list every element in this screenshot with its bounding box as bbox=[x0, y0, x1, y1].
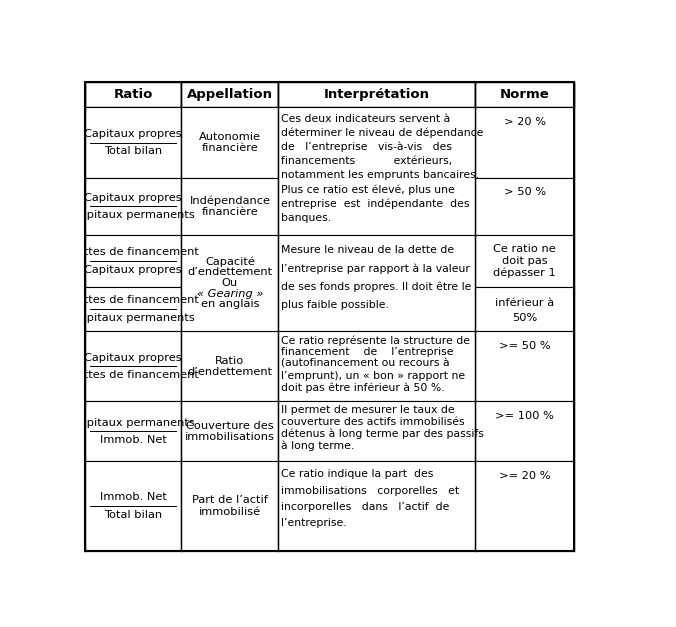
Bar bbox=[181, 235, 279, 331]
Text: Immob. Net: Immob. Net bbox=[99, 492, 166, 502]
Bar bbox=[181, 401, 279, 461]
Bar bbox=[181, 107, 279, 177]
Text: Dettes de financement: Dettes de financement bbox=[68, 295, 198, 305]
Text: financement    de    l’entreprise: financement de l’entreprise bbox=[281, 347, 454, 357]
Text: Dettes de financement: Dettes de financement bbox=[68, 247, 198, 257]
Text: Interprétation: Interprétation bbox=[324, 88, 429, 102]
Bar bbox=[181, 177, 279, 235]
Text: Part de l’actif
immobilisé: Part de l’actif immobilisé bbox=[192, 495, 268, 517]
Bar bbox=[84, 235, 181, 287]
Text: Capitaux permanents: Capitaux permanents bbox=[72, 210, 194, 220]
Text: l’emprunt), un « bon » rapport ne: l’emprunt), un « bon » rapport ne bbox=[281, 371, 466, 381]
Text: >= 100 %: >= 100 % bbox=[495, 411, 554, 421]
Text: > 20 %: > 20 % bbox=[504, 117, 546, 127]
Text: Il permet de mesurer le taux de: Il permet de mesurer le taux de bbox=[281, 405, 455, 415]
Bar bbox=[279, 461, 475, 551]
Text: Autonomie
financière: Autonomie financière bbox=[199, 132, 261, 154]
Bar bbox=[279, 107, 475, 235]
Text: Capitaux propres: Capitaux propres bbox=[84, 265, 182, 275]
Text: l’entreprise par rapport à la valeur: l’entreprise par rapport à la valeur bbox=[281, 263, 470, 273]
Bar bbox=[475, 83, 575, 107]
Text: Plus ce ratio est élevé, plus une: Plus ce ratio est élevé, plus une bbox=[281, 184, 455, 195]
Text: inférieur à: inférieur à bbox=[495, 298, 554, 308]
Text: (autofinancement ou recours à: (autofinancement ou recours à bbox=[281, 359, 450, 369]
Text: Ou: Ou bbox=[222, 278, 238, 288]
Bar bbox=[279, 401, 475, 461]
Text: > 50 %: > 50 % bbox=[504, 187, 546, 198]
Bar bbox=[475, 107, 575, 177]
Text: déterminer le niveau de dépendance: déterminer le niveau de dépendance bbox=[281, 128, 484, 138]
Text: Appellation: Appellation bbox=[187, 88, 273, 102]
Text: Capitaux propres: Capitaux propres bbox=[84, 192, 182, 203]
Text: immobilisations   corporelles   et: immobilisations corporelles et bbox=[281, 485, 460, 495]
Text: financements           extérieurs,: financements extérieurs, bbox=[281, 156, 453, 166]
Bar bbox=[475, 401, 575, 461]
Bar bbox=[475, 235, 575, 287]
Text: à long terme.: à long terme. bbox=[281, 441, 355, 451]
Bar bbox=[84, 331, 181, 401]
Text: entreprise  est  indépendante  des: entreprise est indépendante des bbox=[281, 199, 470, 209]
Bar bbox=[84, 107, 181, 177]
Bar bbox=[181, 331, 279, 401]
Text: incorporelles   dans   l’actif  de: incorporelles dans l’actif de bbox=[281, 502, 450, 512]
Text: Ces deux indicateurs servent à: Ces deux indicateurs servent à bbox=[281, 113, 451, 124]
Text: Total bilan: Total bilan bbox=[104, 510, 162, 520]
Bar bbox=[475, 461, 575, 551]
Text: Ce ratio ne
doit pas
dépasser 1: Ce ratio ne doit pas dépasser 1 bbox=[493, 244, 556, 278]
Bar bbox=[279, 235, 475, 331]
Text: de   l’entreprise   vis-à-vis   des: de l’entreprise vis-à-vis des bbox=[281, 142, 452, 152]
Text: Ratio
d’endettement: Ratio d’endettement bbox=[187, 356, 272, 377]
Text: Capitaux permanents: Capitaux permanents bbox=[72, 418, 194, 428]
Bar bbox=[279, 331, 475, 401]
Text: Total bilan: Total bilan bbox=[104, 146, 162, 156]
Text: Capitaux permanents: Capitaux permanents bbox=[72, 313, 194, 323]
Text: « Gearing »: « Gearing » bbox=[197, 288, 263, 298]
Text: >= 50 %: >= 50 % bbox=[499, 341, 550, 351]
Text: Couverture des
immobilisations: Couverture des immobilisations bbox=[185, 421, 275, 442]
Text: Indépendance
financière: Indépendance financière bbox=[189, 195, 270, 218]
Text: Capitaux propres: Capitaux propres bbox=[84, 129, 182, 139]
Bar bbox=[84, 83, 181, 107]
Text: banques.: banques. bbox=[281, 213, 332, 223]
Bar bbox=[84, 401, 181, 461]
Text: Mesure le niveau de la dette de: Mesure le niveau de la dette de bbox=[281, 245, 455, 255]
Bar bbox=[84, 461, 181, 551]
Text: Dettes de financement: Dettes de financement bbox=[68, 370, 198, 380]
Text: Capacité: Capacité bbox=[205, 256, 255, 267]
Text: plus faible possible.: plus faible possible. bbox=[281, 300, 389, 310]
Text: 50%: 50% bbox=[512, 312, 537, 322]
Bar bbox=[84, 177, 181, 235]
Text: d’endettement: d’endettement bbox=[187, 268, 272, 278]
Text: Ce ratio représente la structure de: Ce ratio représente la structure de bbox=[281, 335, 470, 346]
Text: Norme: Norme bbox=[500, 88, 550, 102]
Text: couverture des actifs immobilisés: couverture des actifs immobilisés bbox=[281, 417, 465, 427]
Bar bbox=[181, 461, 279, 551]
Bar bbox=[84, 287, 181, 331]
Text: >= 20 %: >= 20 % bbox=[499, 471, 550, 481]
Text: Ce ratio indique la part  des: Ce ratio indique la part des bbox=[281, 469, 434, 479]
Text: de ses fonds propres. Il doit être le: de ses fonds propres. Il doit être le bbox=[281, 282, 472, 292]
Bar bbox=[181, 83, 279, 107]
Bar bbox=[279, 83, 475, 107]
Text: Ratio: Ratio bbox=[114, 88, 153, 102]
Text: Immob. Net: Immob. Net bbox=[99, 435, 166, 445]
Text: l’entreprise.: l’entreprise. bbox=[281, 518, 347, 528]
Text: en anglais: en anglais bbox=[201, 299, 259, 309]
Text: détenus à long terme par des passifs: détenus à long terme par des passifs bbox=[281, 428, 485, 439]
Text: Capitaux propres: Capitaux propres bbox=[84, 352, 182, 362]
Bar bbox=[475, 177, 575, 235]
Bar bbox=[475, 287, 575, 331]
Text: notamment les emprunts bancaires.: notamment les emprunts bancaires. bbox=[281, 171, 479, 181]
Bar bbox=[475, 331, 575, 401]
Text: doit pas être inférieur à 50 %.: doit pas être inférieur à 50 %. bbox=[281, 382, 445, 393]
